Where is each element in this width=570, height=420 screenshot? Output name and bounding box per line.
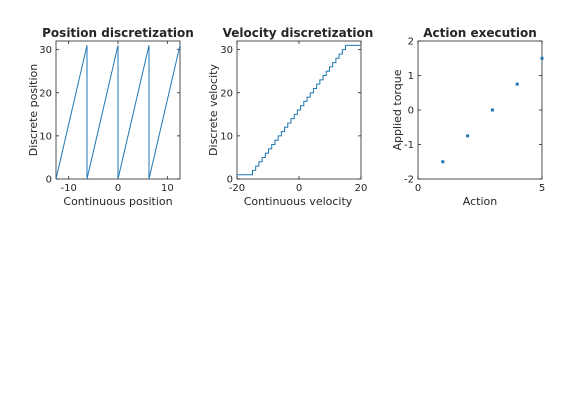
data-point bbox=[515, 82, 519, 86]
y-tick-label: 20 bbox=[39, 88, 52, 99]
data-point bbox=[490, 108, 494, 112]
y-tick-label: 0 bbox=[408, 106, 414, 117]
y-axis-label: Discrete velocity bbox=[207, 64, 220, 156]
y-tick-label: 10 bbox=[39, 131, 52, 142]
chart-title: Velocity discretization bbox=[223, 26, 374, 40]
y-tick-label: -2 bbox=[404, 175, 414, 186]
y-tick-label: 0 bbox=[227, 175, 233, 186]
x-tick-label: -20 bbox=[229, 183, 245, 194]
chart-title: Position discretization bbox=[42, 26, 194, 40]
action-execution-chart: Action execution Action Applied torque 0… bbox=[391, 26, 545, 208]
x-axis-label: Continuous position bbox=[63, 195, 172, 208]
series-line bbox=[237, 44, 361, 176]
y-axis-label: Applied torque bbox=[391, 69, 404, 150]
velocity-discretization-chart: Velocity discretization Continuous veloc… bbox=[207, 26, 373, 208]
x-tick-label: 5 bbox=[539, 183, 545, 194]
x-tick-label: -10 bbox=[60, 183, 76, 194]
x-tick-label: 0 bbox=[415, 183, 421, 194]
data-point bbox=[540, 56, 544, 60]
y-tick-label: -1 bbox=[404, 140, 414, 151]
y-tick-label: 30 bbox=[39, 45, 52, 56]
y-tick-label: 0 bbox=[46, 175, 52, 186]
axes-frame bbox=[417, 40, 543, 180]
x-tick-label: 0 bbox=[296, 183, 302, 194]
y-tick-label: 20 bbox=[220, 88, 233, 99]
chart-title: Action execution bbox=[423, 26, 537, 40]
x-tick-label: 0 bbox=[115, 183, 121, 194]
y-tick-label: 30 bbox=[220, 45, 233, 56]
y-tick-label: 10 bbox=[220, 131, 233, 142]
x-tick-label: 20 bbox=[355, 183, 368, 194]
y-axis-label: Discrete position bbox=[27, 64, 40, 157]
y-tick-label: 1 bbox=[408, 71, 414, 82]
data-point bbox=[466, 134, 470, 138]
position-discretization-chart: Position discretization Continuous posit… bbox=[27, 26, 194, 208]
x-axis-label: Action bbox=[463, 195, 497, 208]
series-line bbox=[55, 45, 181, 180]
x-axis-label: Continuous velocity bbox=[244, 195, 353, 208]
x-tick-label: 10 bbox=[161, 183, 174, 194]
data-point bbox=[441, 160, 445, 164]
y-tick-label: 2 bbox=[408, 37, 414, 48]
